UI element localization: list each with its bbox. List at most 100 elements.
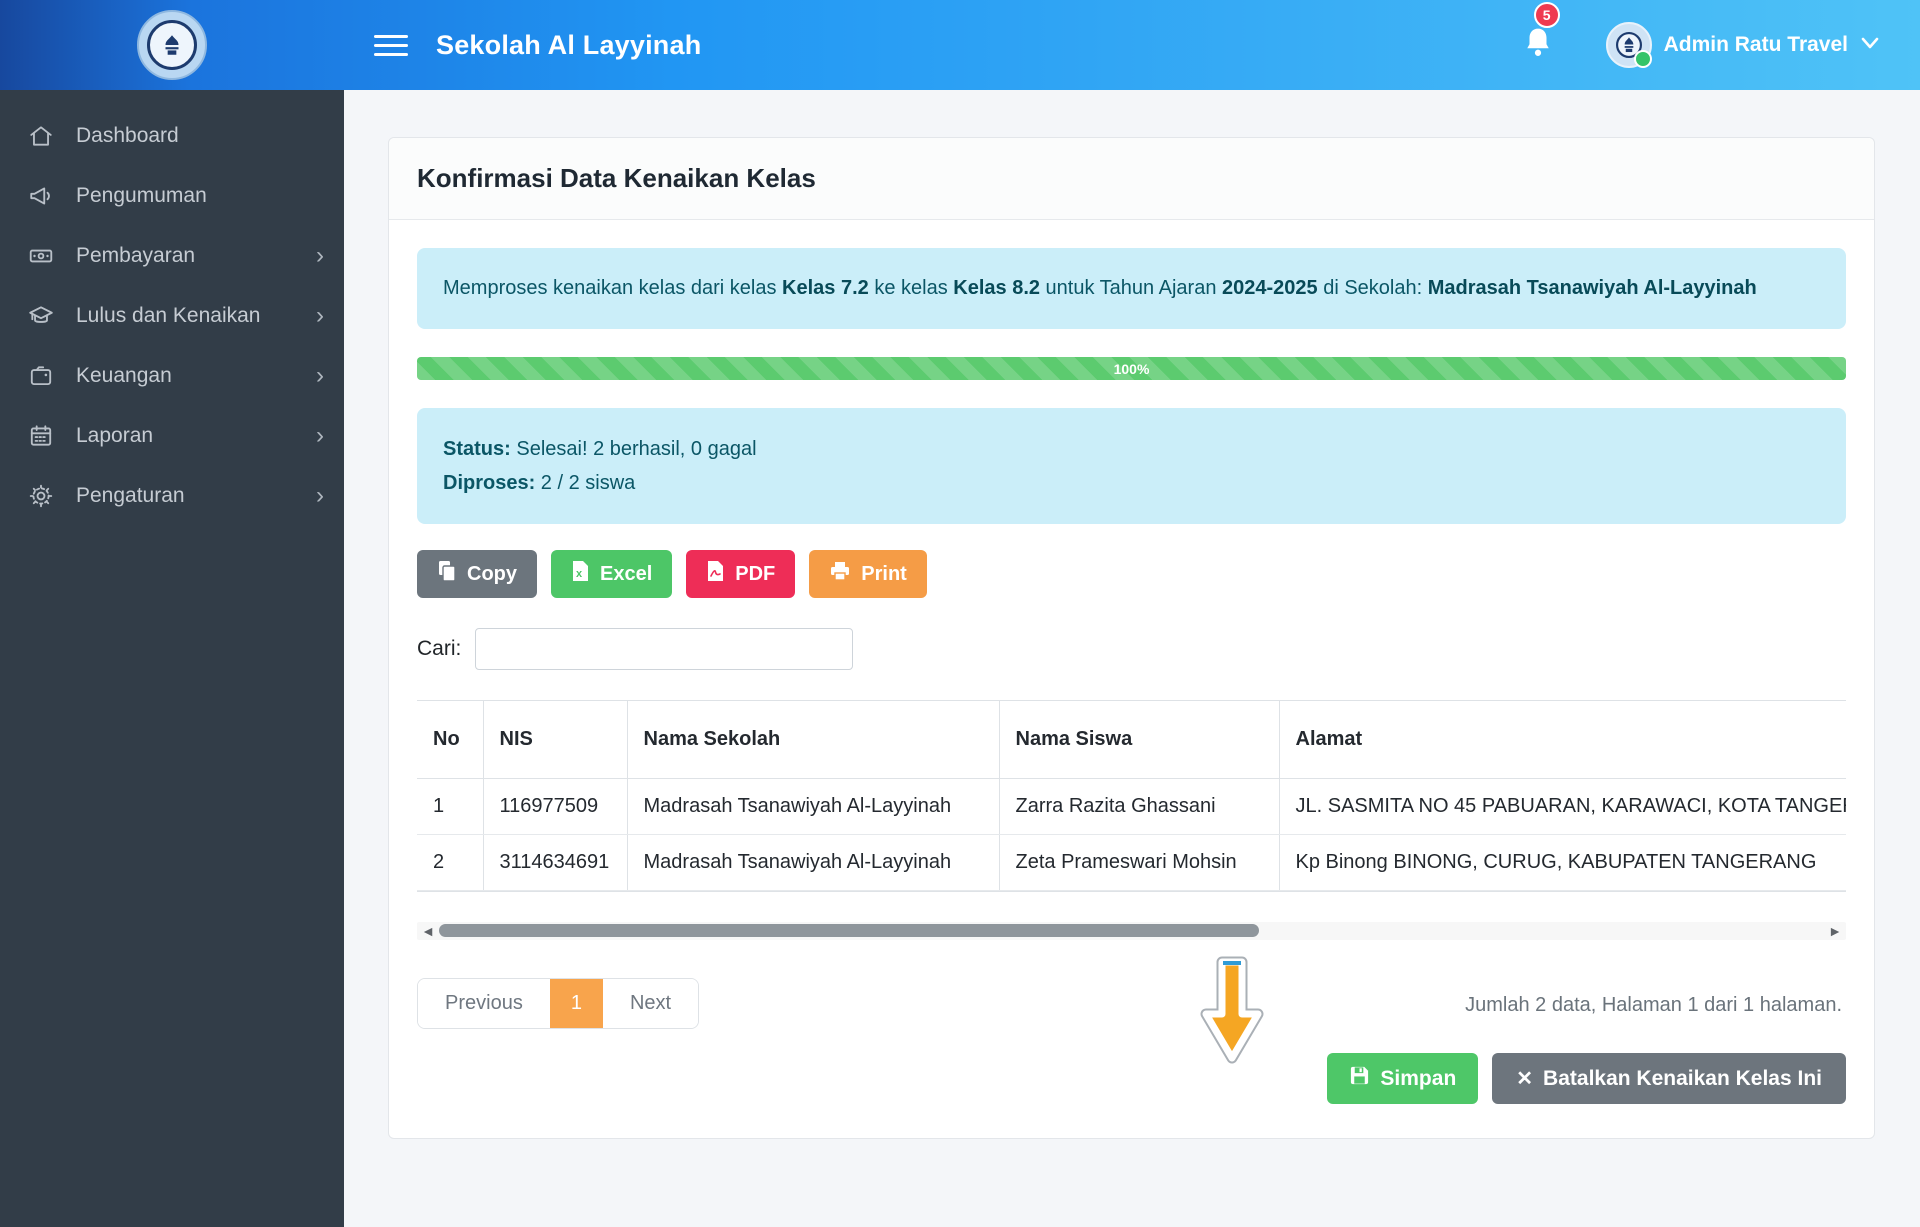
notifications-button[interactable]: 5 <box>1522 1 1560 65</box>
wallet-icon <box>26 361 56 391</box>
processed-label: Diproses: <box>443 472 536 494</box>
sidebar-item-lulus-dan-kenaikan[interactable]: Lulus dan Kenaikan › <box>0 286 344 346</box>
excel-file-icon: x <box>571 560 590 588</box>
cell-alamat: JL. SASMITA NO 45 PABUARAN, KARAWACI, KO… <box>1278 778 1846 835</box>
export-toolbar: Copy x Excel PDF Print <box>417 550 1846 598</box>
sidebar-item-label: Pengumuman <box>76 184 207 207</box>
copy-button[interactable]: Copy <box>417 550 537 598</box>
status-value: Selesai! 2 berhasil, 0 gagal <box>510 438 757 460</box>
sidebar: Dashboard Pengumuman Pembayaran › Lulus <box>0 90 344 1227</box>
scrollbar-thumb[interactable] <box>439 924 1259 937</box>
sidebar-item-label: Keuangan <box>76 364 172 387</box>
cell-alamat: Kp Binong BINONG, CURUG, KABUPATEN TANGE… <box>1278 834 1846 891</box>
pdf-button[interactable]: PDF <box>686 550 796 598</box>
sidebar-item-pengaturan[interactable]: Pengaturan › <box>0 466 344 526</box>
students-table-wrapper[interactable]: No NIS Nama Sekolah Nama Siswa Alamat 1 … <box>417 700 1846 892</box>
top-navbar: Sekolah Al Layyinah 5 Admin Ratu Travel <box>0 0 1920 90</box>
school-logo[interactable] <box>0 10 344 80</box>
chevron-right-icon: › <box>316 302 324 329</box>
status-alert: Status: Selesai! 2 berhasil, 0 gagal Dip… <box>417 408 1846 524</box>
search-input[interactable] <box>475 628 854 670</box>
info-text: Memproses kenaikan kelas dari kelas <box>443 277 783 299</box>
sidebar-item-laporan[interactable]: Laporan › <box>0 406 344 466</box>
table-row[interactable]: 2 3114634691 Madrasah Tsanawiyah Al-Layy… <box>417 834 1846 891</box>
megaphone-icon <box>26 181 56 211</box>
scroll-right-arrow-icon[interactable]: ► <box>1828 923 1842 939</box>
chevron-right-icon: › <box>316 242 324 269</box>
info-text: untuk Tahun Ajaran <box>1040 277 1222 299</box>
cell-nis: 3114634691 <box>482 834 627 891</box>
sidebar-item-label: Pengaturan <box>76 484 185 507</box>
column-header-nama-sekolah[interactable]: Nama Sekolah <box>626 700 999 779</box>
sidebar-item-pembayaran[interactable]: Pembayaran › <box>0 226 344 286</box>
card-title: Konfirmasi Data Kenaikan Kelas <box>417 163 816 193</box>
search-bar: Cari: <box>417 628 1846 670</box>
action-buttons: Simpan ✕ Batalkan Kenaikan Kelas Ini <box>1327 1053 1846 1104</box>
avatar[interactable] <box>1605 22 1652 68</box>
chevron-right-icon: › <box>316 362 324 389</box>
card-header: Konfirmasi Data Kenaikan Kelas <box>389 138 1874 220</box>
confirmation-card: Konfirmasi Data Kenaikan Kelas Memproses… <box>388 137 1875 1139</box>
save-button[interactable]: Simpan <box>1327 1053 1479 1104</box>
sidebar-item-pengumuman[interactable]: Pengumuman <box>0 166 344 226</box>
progress-bar: 100% <box>417 357 1846 380</box>
gear-icon <box>26 481 56 511</box>
school-logo-badge <box>137 10 207 80</box>
column-header-nis[interactable]: NIS <box>482 700 627 779</box>
chevron-down-icon[interactable] <box>1860 36 1880 55</box>
page-title: Sekolah Al Layyinah <box>436 29 702 60</box>
cell-nama-sekolah: Madrasah Tsanawiyah Al-Layyinah <box>626 778 999 835</box>
scroll-left-arrow-icon[interactable]: ◄ <box>421 923 435 939</box>
excel-button[interactable]: x Excel <box>551 550 673 598</box>
school-year-value: 2024-2025 <box>1222 277 1318 299</box>
progress-percent-label: 100% <box>1113 360 1150 377</box>
pagination-previous-button[interactable]: Previous <box>418 979 550 1028</box>
sidebar-item-label: Pembayaran <box>76 244 196 267</box>
printer-icon <box>829 560 851 588</box>
table-header-row: No NIS Nama Sekolah Nama Siswa Alamat <box>417 700 1846 779</box>
chevron-right-icon: › <box>316 482 324 509</box>
cell-no: 1 <box>417 778 483 835</box>
mosque-dome-icon <box>147 20 197 70</box>
progress-track: 100% <box>417 357 1846 380</box>
info-text: di Sekolah: <box>1317 277 1428 299</box>
floppy-disk-icon <box>1349 1065 1370 1092</box>
cell-no: 2 <box>417 834 483 891</box>
notification-count-badge: 5 <box>1533 1 1560 28</box>
column-header-no[interactable]: No <box>417 700 483 779</box>
column-header-alamat[interactable]: Alamat <box>1278 700 1846 779</box>
pagination-page-1-button[interactable]: 1 <box>549 979 603 1028</box>
graduation-cap-icon <box>26 301 56 331</box>
table-summary-text: Jumlah 2 data, Halaman 1 dari 1 halaman. <box>1465 994 1842 1016</box>
cancel-promotion-button[interactable]: ✕ Batalkan Kenaikan Kelas Ini <box>1492 1053 1846 1104</box>
pagination-next-button[interactable]: Next <box>602 979 699 1028</box>
x-icon: ✕ <box>1516 1068 1534 1090</box>
table-row[interactable]: 1 116977509 Madrasah Tsanawiyah Al-Layyi… <box>417 778 1846 835</box>
print-button[interactable]: Print <box>809 550 927 598</box>
cell-nis: 116977509 <box>482 778 627 835</box>
sidebar-item-label: Dashboard <box>76 124 179 147</box>
to-class-value: Kelas 8.2 <box>953 277 1040 299</box>
cell-nama-sekolah: Madrasah Tsanawiyah Al-Layyinah <box>626 834 999 891</box>
school-name-value: Madrasah Tsanawiyah Al-Layyinah <box>1427 277 1757 299</box>
sidebar-item-label: Laporan <box>76 424 154 447</box>
svg-text:x: x <box>576 568 583 580</box>
user-menu-label[interactable]: Admin Ratu Travel <box>1663 33 1848 56</box>
main-content: Konfirmasi Data Kenaikan Kelas Memproses… <box>344 90 1920 1227</box>
bell-icon <box>1522 28 1554 64</box>
sidebar-toggle-button[interactable] <box>374 29 408 62</box>
students-table: No NIS Nama Sekolah Nama Siswa Alamat 1 … <box>417 700 1846 891</box>
cell-nama-siswa: Zarra Razita Ghassani <box>998 778 1279 835</box>
online-status-dot <box>1633 50 1652 68</box>
cell-nama-siswa: Zeta Prameswari Mohsin <box>998 834 1279 891</box>
calendar-icon <box>26 421 56 451</box>
status-label: Status: <box>443 438 511 460</box>
sidebar-item-keuangan[interactable]: Keuangan › <box>0 346 344 406</box>
column-header-nama-siswa[interactable]: Nama Siswa <box>998 700 1279 779</box>
pagination: Previous 1 Next <box>417 978 700 1029</box>
sidebar-item-dashboard[interactable]: Dashboard <box>0 106 344 166</box>
process-info-alert: Memproses kenaikan kelas dari kelas Kela… <box>417 248 1846 329</box>
horizontal-scrollbar[interactable]: ◄ ► <box>417 922 1846 940</box>
pdf-file-icon <box>706 560 725 588</box>
